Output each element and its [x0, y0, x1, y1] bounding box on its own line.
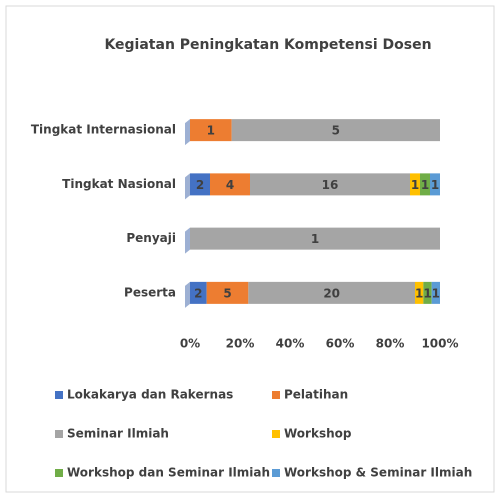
x-tick-label: 40% — [276, 337, 305, 351]
legend-label: Pelatihan — [284, 388, 348, 402]
data-label: 1 — [423, 286, 431, 300]
bar-depth — [185, 227, 190, 254]
bar-segment — [231, 119, 440, 142]
bar-segment — [190, 119, 232, 142]
legend-swatch — [272, 391, 280, 399]
data-label: 1 — [431, 178, 439, 192]
legend-swatch — [272, 430, 280, 438]
legend-swatch — [55, 430, 63, 438]
bar-depth — [185, 173, 190, 200]
bar-segment — [410, 173, 420, 196]
legend-swatch — [55, 391, 63, 399]
bar-segment — [420, 173, 430, 196]
legend-label: Workshop — [284, 427, 352, 441]
bar-segment — [206, 281, 249, 304]
data-label: 4 — [226, 178, 234, 192]
x-tick-label: 60% — [326, 337, 355, 351]
bar-segment — [248, 281, 415, 304]
bar-segment — [250, 173, 410, 196]
data-label: 1 — [415, 286, 423, 300]
x-tick-label: 0% — [180, 337, 200, 351]
data-label: 1 — [432, 286, 440, 300]
y-tick-label: Tingkat Nasional — [62, 177, 176, 191]
data-label: 5 — [332, 124, 340, 138]
bar-segment — [210, 173, 250, 196]
legend-label: Seminar Ilmiah — [67, 427, 169, 441]
legend-swatch — [272, 469, 280, 477]
data-label: 2 — [196, 178, 204, 192]
x-tick-label: 100% — [421, 337, 458, 351]
x-tick-label: 20% — [226, 337, 255, 351]
data-label: 1 — [421, 178, 429, 192]
y-tick-label: Penyaji — [126, 231, 176, 245]
bar-segment — [423, 281, 432, 304]
legend-label: Workshop dan Seminar Ilmiah — [67, 466, 270, 480]
bar-segment — [190, 227, 440, 250]
data-label: 1 — [311, 232, 319, 246]
y-tick-label: Tingkat Internasional — [31, 123, 176, 137]
data-label: 16 — [322, 178, 339, 192]
bar-depth — [185, 119, 190, 146]
legend-swatch — [55, 469, 63, 477]
data-label: 2 — [194, 286, 202, 300]
y-tick-label: Peserta — [124, 285, 176, 299]
bar-segment — [430, 173, 440, 196]
data-label: 1 — [411, 178, 419, 192]
data-label: 5 — [223, 286, 231, 300]
legend-label: Lokakarya dan Rakernas — [67, 388, 233, 402]
legend-label: Workshop & Seminar Ilmiah — [284, 466, 472, 480]
bar-segment — [190, 173, 210, 196]
bar-segment — [190, 281, 207, 304]
bar-segment — [415, 281, 424, 304]
bar-depth — [185, 281, 190, 308]
bar-segment — [431, 281, 440, 304]
chart-title: Kegiatan Peningkatan Kompetensi Dosen — [104, 37, 431, 53]
x-tick-label: 80% — [376, 337, 405, 351]
data-label: 20 — [323, 286, 340, 300]
data-label: 1 — [207, 124, 215, 138]
